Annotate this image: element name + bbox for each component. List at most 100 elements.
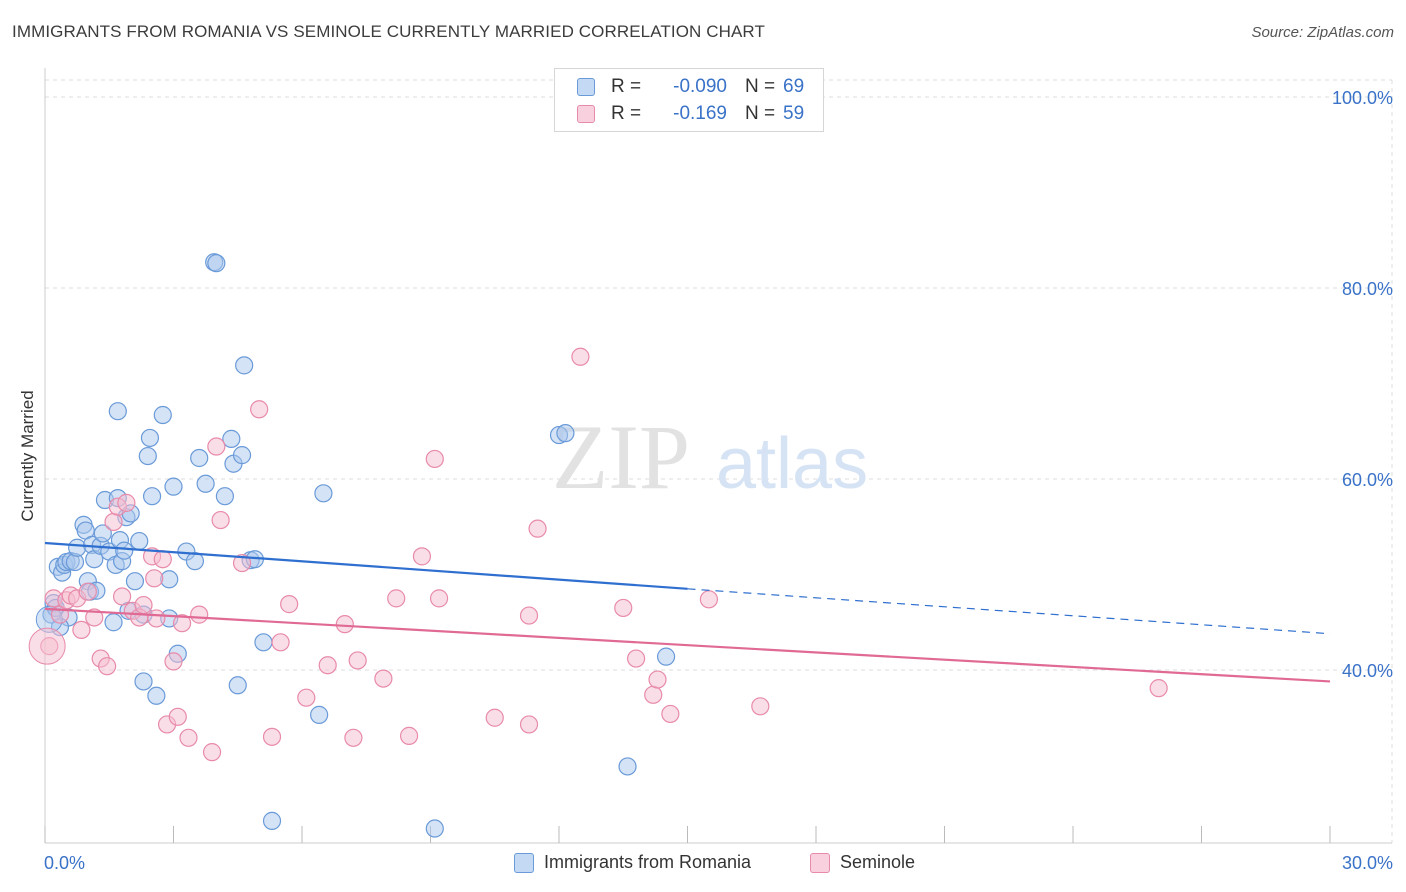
data-point-seminole (387, 589, 406, 608)
correlation-legend: R = -0.090 N = 69 R = -0.169 N = 59 (554, 68, 824, 132)
data-point-romania (104, 613, 123, 632)
source-label: Source: ZipAtlas.com (1251, 24, 1394, 41)
x-tick-label: 0.0% (44, 853, 85, 873)
data-point-seminole (1149, 679, 1168, 698)
data-point-seminole (614, 598, 633, 618)
data-point-seminole (72, 620, 91, 639)
data-point-romania (153, 405, 172, 425)
legend-n-label: N = (745, 103, 776, 124)
legend-r-value: -0.169 (673, 103, 727, 124)
data-point-seminole (425, 449, 444, 469)
data-point-seminole (699, 590, 719, 609)
data-point-romania (425, 819, 444, 838)
grid-lines (45, 79, 1393, 843)
data-point-seminole (374, 669, 393, 688)
data-point-romania (138, 446, 157, 466)
data-point-seminole (104, 512, 123, 532)
legend-label: Immigrants from Romania (544, 852, 752, 872)
data-point-seminole (78, 582, 97, 601)
legend-n-label: N = (745, 76, 776, 97)
data-point-seminole (429, 589, 449, 608)
data-point-seminole (232, 553, 252, 573)
data-point-romania (232, 446, 252, 465)
data-point-seminole (164, 652, 183, 671)
data-point-seminole (644, 685, 663, 704)
data-point-seminole (280, 595, 299, 614)
trend-line-romania (44, 541, 688, 590)
y-axis-label: Currently Married (18, 390, 37, 522)
trend-line-seminole (44, 607, 1331, 683)
data-point-seminole (207, 437, 226, 456)
data-point-romania (222, 429, 241, 448)
data-point-seminole (85, 608, 104, 627)
data-point-seminole (134, 595, 153, 615)
data-point-romania (142, 487, 162, 506)
data-point-romania (196, 474, 215, 493)
series-romania-points (35, 253, 676, 838)
legend-label: Seminole (840, 852, 916, 872)
y-tick-label: 40.0% (1342, 661, 1393, 681)
data-point-seminole (528, 519, 547, 538)
data-point-seminole (626, 649, 646, 668)
data-point-seminole (519, 606, 539, 625)
data-point-romania (262, 811, 282, 830)
chart-title: IMMIGRANTS FROM ROMANIA VS SEMINOLE CURR… (12, 22, 765, 41)
legend-n-value: 69 (783, 76, 805, 97)
legend-n-value: 59 (783, 103, 805, 124)
x-tick-label: 30.0% (1342, 853, 1393, 873)
data-point-seminole-large (28, 627, 66, 665)
data-point-romania (130, 531, 149, 551)
data-point-romania (115, 541, 134, 560)
data-point-seminole (485, 708, 504, 727)
data-point-romania (314, 484, 333, 503)
legend-item-seminole: Seminole (810, 852, 915, 873)
y-tick-label: 60.0% (1342, 470, 1393, 490)
data-point-romania (207, 254, 226, 273)
data-point-seminole (172, 614, 192, 633)
legend-swatch-blue (577, 78, 595, 96)
data-point-romania (68, 538, 87, 557)
data-point-seminole (399, 726, 419, 745)
data-point-seminole (153, 550, 172, 569)
data-point-seminole (297, 688, 316, 707)
data-point-romania (93, 524, 112, 543)
data-point-seminole (179, 728, 198, 747)
data-point-seminole (751, 697, 770, 716)
data-point-seminole (98, 657, 117, 676)
data-point-romania (134, 672, 153, 691)
legend-r-label: R = (611, 103, 642, 124)
data-point-seminole (271, 633, 290, 652)
data-point-romania (556, 424, 575, 443)
series-seminole-points (28, 347, 1168, 762)
legend-row-seminole: R = -0.169 N = 59 (577, 102, 804, 126)
data-point-seminole (262, 727, 282, 746)
data-point-romania (254, 633, 273, 652)
data-point-seminole (318, 656, 337, 675)
data-point-seminole (250, 400, 269, 419)
data-point-romania (147, 686, 166, 705)
legend-r-value: -0.090 (673, 76, 727, 97)
legend-item-romania: Immigrants from Romania (514, 852, 751, 873)
data-point-romania (228, 676, 247, 695)
data-point-seminole (190, 605, 209, 624)
legend-swatch-blue (514, 852, 534, 873)
legend-swatch-pink (810, 852, 830, 873)
trend-line-romania-extension (687, 588, 1331, 635)
watermark-zip: ZIP (552, 406, 690, 508)
data-point-seminole (112, 587, 132, 606)
data-point-seminole (648, 670, 667, 689)
data-point-romania (310, 705, 329, 724)
legend-r-label: R = (611, 76, 642, 97)
data-point-seminole (147, 609, 166, 628)
data-point-romania (108, 402, 127, 421)
watermark-atlas: atlas (716, 424, 868, 504)
y-tick-label: 80.0% (1342, 279, 1393, 299)
legend-row-romania: R = -0.090 N = 69 (577, 75, 804, 99)
data-point-romania (215, 487, 234, 506)
tick-labels: 40.0% 60.0% 80.0% 100.0% 0.0% 30.0% (44, 88, 1393, 873)
data-point-seminole (519, 715, 539, 734)
data-point-seminole (168, 707, 187, 726)
data-point-romania (618, 757, 637, 776)
watermark: ZIP atlas (552, 406, 868, 508)
